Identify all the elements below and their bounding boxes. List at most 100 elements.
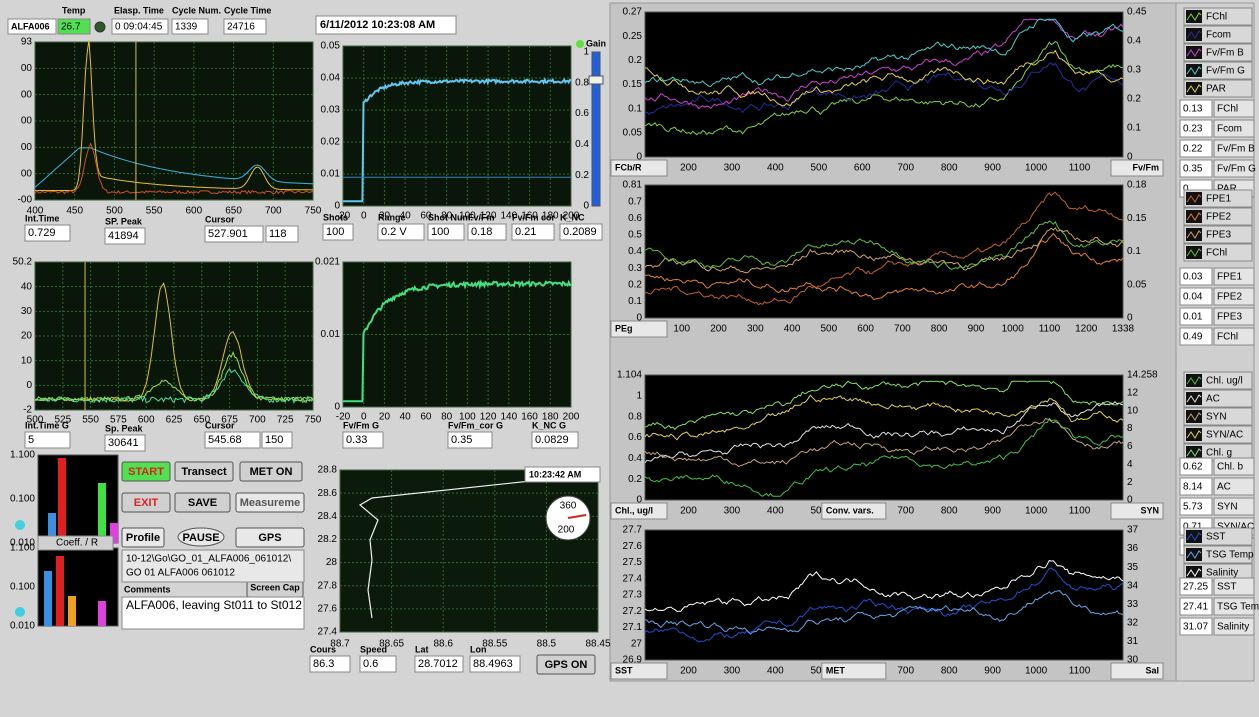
y-tick-label: 0 [26, 380, 32, 391]
button[interactable] [121, 461, 171, 482]
y-tick-label: 27.4 [623, 573, 643, 584]
field-value: 527.901 [208, 228, 248, 240]
curve [644, 191, 1124, 306]
y-tick-label: 00 [21, 63, 33, 74]
box [1213, 99, 1255, 118]
button-label[interactable]: Measureme [240, 497, 301, 509]
button-label[interactable]: GPS ON [545, 659, 588, 671]
y2-tick-label: 31 [1127, 636, 1139, 647]
readout-value: 0 [1183, 184, 1189, 195]
box [171, 18, 209, 35]
button[interactable] [235, 527, 305, 548]
y2-tick-label: 14.258 [1127, 370, 1158, 381]
y-tick-label: 0.27 [623, 7, 643, 18]
y-tick-label: 0 [636, 495, 642, 506]
box [111, 18, 169, 35]
comment-text: ALFA006, leaving St011 to St012 [126, 598, 302, 612]
legend-swatch [1186, 248, 1202, 257]
legend-icon [1186, 10, 1202, 23]
legend-label: AC [1206, 394, 1220, 405]
legend-icon [1186, 82, 1202, 95]
file-path: GO 01 ALFA006 061012 [126, 568, 235, 579]
button-label[interactable]: START [128, 466, 164, 478]
field-value: 41894 [108, 230, 139, 242]
button-label[interactable]: EXIT [134, 497, 159, 509]
box [1179, 99, 1213, 118]
legend-label: SST [1206, 532, 1225, 543]
legend-label: PAR [1206, 84, 1226, 95]
box [1213, 577, 1255, 596]
button-label[interactable]: Profile [126, 532, 160, 544]
x-tick-label: 88.65 [379, 639, 404, 650]
field-value: 0.2 V [381, 226, 407, 238]
x-tick-label: 0 [361, 211, 367, 222]
gain-slider[interactable] [591, 51, 601, 207]
button[interactable] [174, 461, 234, 482]
box [1213, 119, 1255, 138]
y2-tick-label: 34 [1127, 580, 1139, 591]
box [1213, 457, 1255, 476]
button[interactable] [536, 654, 596, 675]
indicator [15, 607, 25, 617]
readout-value: 8.14 [1183, 482, 1203, 493]
box [1179, 307, 1213, 326]
readout-value: 0.49 [1183, 332, 1203, 343]
legend-swatch [1186, 48, 1202, 57]
field-value: 118 [269, 228, 287, 240]
box [322, 223, 354, 241]
y-tick-label: 27.6 [623, 541, 643, 552]
x-tick-label: 88.6 [433, 639, 453, 650]
button-label[interactable]: PAUSE [182, 532, 219, 544]
gain-thumb[interactable] [588, 75, 604, 85]
x-tick-label: 900 [968, 324, 985, 335]
button[interactable] [121, 527, 165, 548]
button[interactable] [121, 492, 171, 513]
compass-label: 200 [558, 525, 575, 536]
field-label: Fv/Fm_cor G [448, 420, 503, 430]
y-tick-label: 0.01 [321, 329, 341, 340]
button[interactable] [177, 527, 225, 547]
field-label: Fv/Fm G [343, 420, 379, 430]
box [1213, 597, 1255, 616]
label: Cycle Time [224, 5, 271, 15]
button-label[interactable]: Transect [181, 466, 227, 478]
field-value: 150 [265, 434, 283, 446]
x-tick-label: 700 [897, 666, 914, 677]
curve [34, 368, 314, 404]
y-tick-label: 0.81 [623, 180, 643, 191]
button[interactable] [174, 492, 231, 513]
x-tick-label: 1200 [1075, 324, 1098, 335]
x-tick-label: 200 [710, 324, 727, 335]
y2-tick-label: 35 [1127, 562, 1139, 573]
legend-icon [1186, 46, 1202, 59]
curve [644, 590, 1124, 635]
cycle-value: 1339 [175, 22, 198, 33]
button-label[interactable]: SAVE [188, 497, 217, 509]
button-label[interactable]: GPS [258, 532, 281, 544]
y-tick-label: 0 [636, 313, 642, 324]
button-label[interactable]: Screen Cap [250, 582, 300, 592]
legend-label: Salinity [1206, 568, 1238, 579]
x-tick-label: 88.45 [585, 639, 610, 650]
x-tick-label: 500 [821, 324, 838, 335]
x-tick-label: 900 [984, 666, 1001, 677]
y-tick-label: 0.6 [628, 213, 642, 224]
legend-label: FChl [1206, 248, 1227, 259]
gain-tick-label: 1 [583, 47, 589, 58]
y2-tick-label: 0.4 [1127, 36, 1141, 47]
plot-area [644, 374, 1124, 501]
button-label[interactable]: MET ON [250, 466, 293, 478]
button[interactable] [235, 492, 305, 513]
curve [644, 417, 1124, 497]
button[interactable] [239, 461, 303, 482]
box [204, 431, 261, 449]
y-tick-label: 1.100 [10, 450, 35, 461]
compass-needle [567, 514, 587, 519]
box [342, 431, 384, 449]
field-label: Fv/Fm [468, 212, 495, 222]
field-label: SP. Peak [105, 216, 143, 226]
y-tick-label: 28.2 [318, 534, 338, 545]
y-tick-label: 27.1 [623, 622, 643, 633]
indicator [15, 520, 25, 530]
readout-name: FPE3 [1217, 312, 1242, 323]
